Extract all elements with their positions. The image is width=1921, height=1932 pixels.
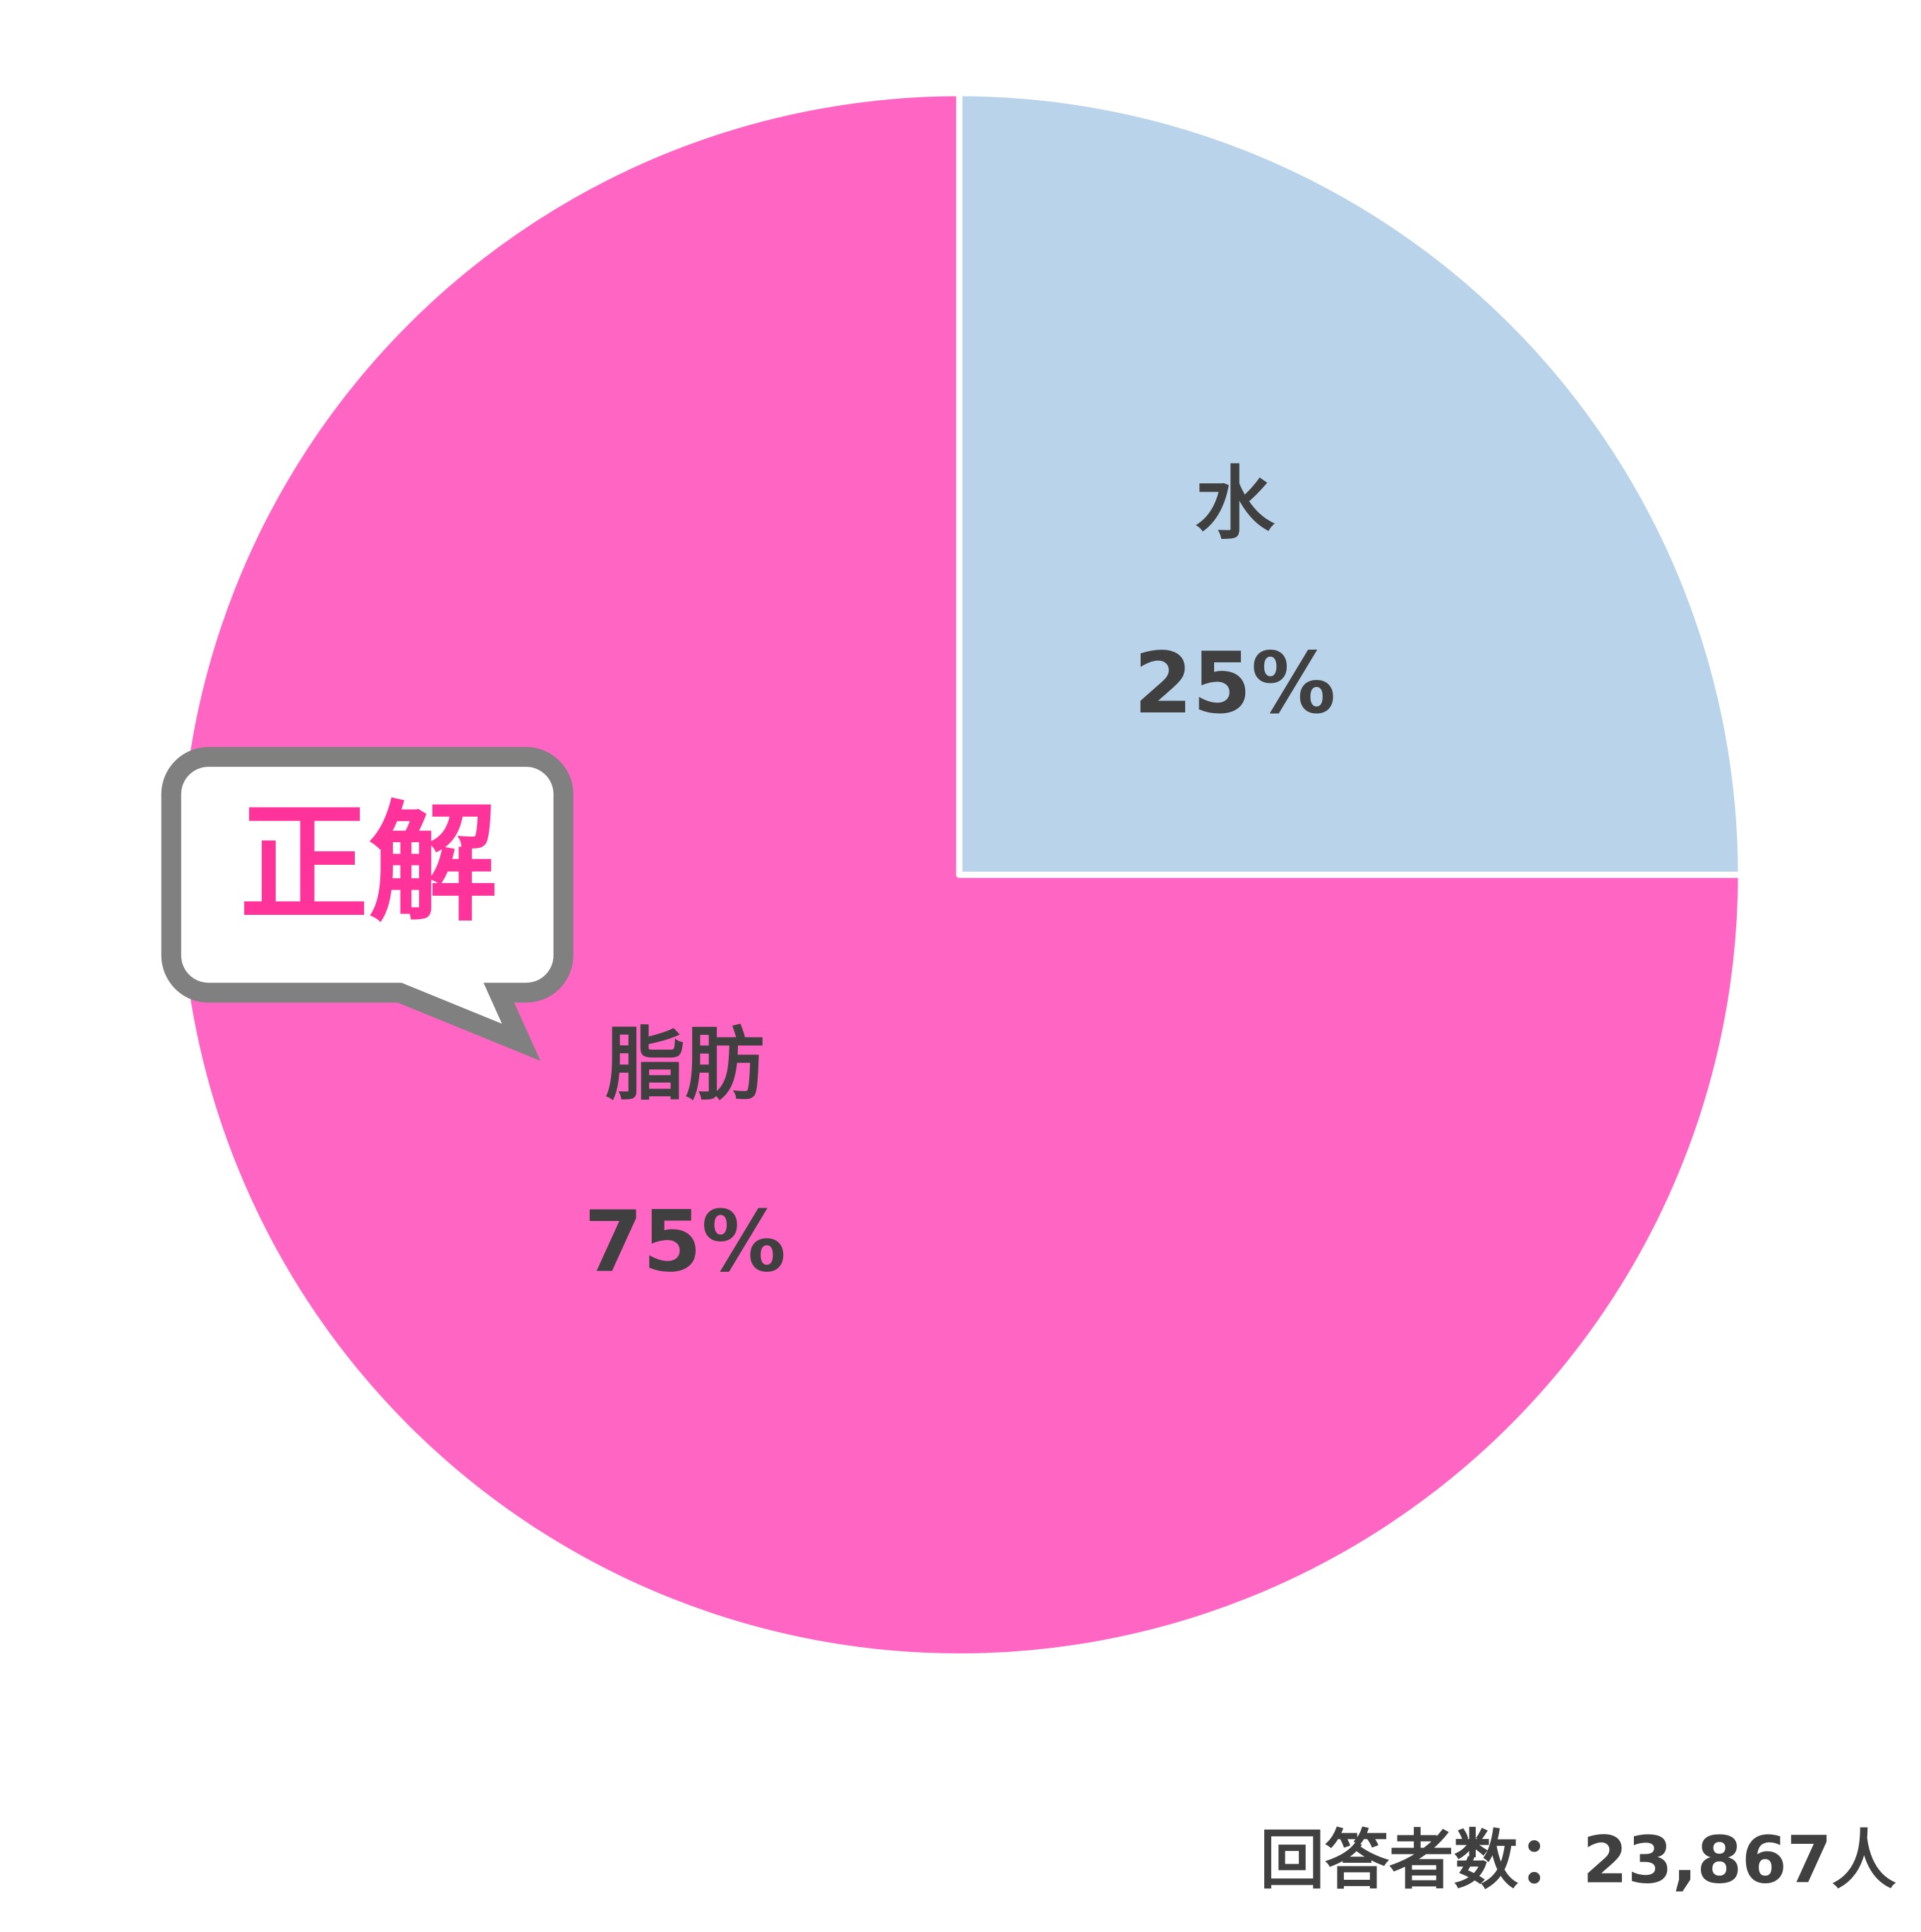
speech-bubble — [161, 747, 574, 1062]
pie-slices — [174, 90, 1745, 1660]
respondent-count: 回答者数：23,867人 — [1260, 1823, 1896, 1898]
correct-label: 正解 — [239, 789, 497, 940]
slice-value-fat: 75% — [584, 1193, 786, 1291]
slice-value-water: 25% — [1134, 635, 1335, 733]
pie-slice-1 — [174, 90, 1745, 1660]
correct-answer-callout: 正解 — [161, 747, 574, 1062]
slice-label-fat: 脂肪 — [605, 1019, 764, 1111]
pie-slice-0 — [956, 90, 1745, 878]
slice-label-water: 水 — [1195, 458, 1275, 550]
